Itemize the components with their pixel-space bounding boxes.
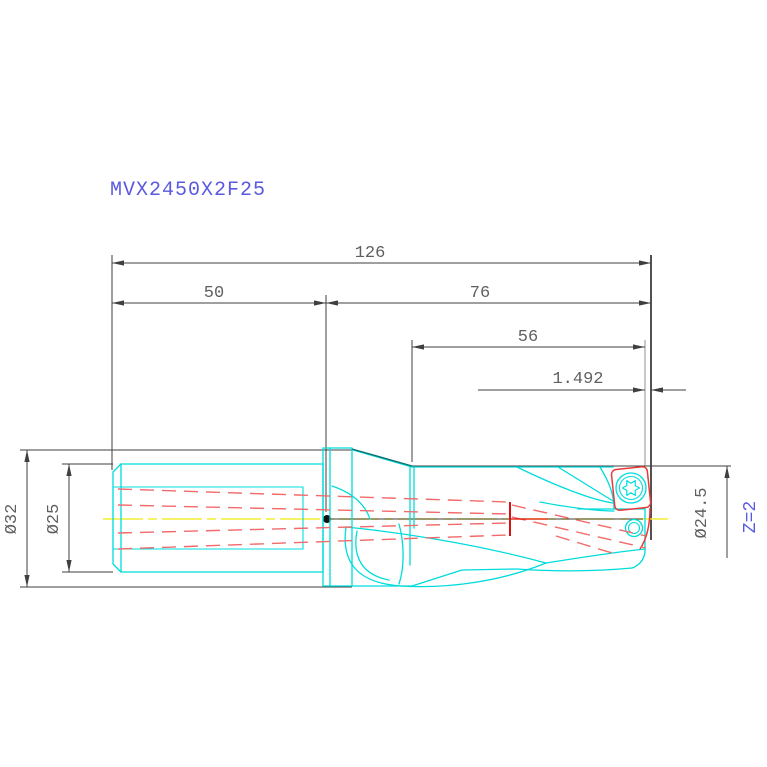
body-outline	[351, 449, 646, 587]
dim-flute-length-text: 56	[518, 328, 538, 347]
datum-dot	[323, 515, 331, 523]
coolant-cross-mark	[509, 502, 548, 536]
tool-outline	[112, 447, 647, 588]
dimension-lines	[26, 262, 728, 587]
taper-edge	[351, 448, 413, 467]
shank-outline	[112, 463, 324, 573]
coolant-channel-lines	[117, 488, 647, 554]
flute-curves	[331, 466, 646, 588]
dim-shank-length-text: 50	[204, 284, 224, 303]
dim-overall-length-text: 126	[355, 244, 386, 263]
flute-count-label: Z=2	[741, 501, 761, 533]
dim-body-length-text: 76	[470, 284, 490, 303]
dim-shank-diameter-text: Ø25	[45, 504, 64, 535]
dimension-arrows	[24, 260, 730, 587]
coolant-hole-icon	[624, 518, 644, 538]
extension-lines	[20, 255, 731, 588]
drawing-title: MVX2450X2F25	[110, 179, 266, 202]
torx-screw-icon	[615, 472, 647, 504]
dim-cutting-diameter-text: Ø24.5	[693, 487, 712, 538]
dim-point-offset-text: 1.492	[552, 370, 603, 389]
flange-outline	[322, 447, 353, 587]
dim-flange-diameter-text: Ø32	[3, 504, 22, 535]
